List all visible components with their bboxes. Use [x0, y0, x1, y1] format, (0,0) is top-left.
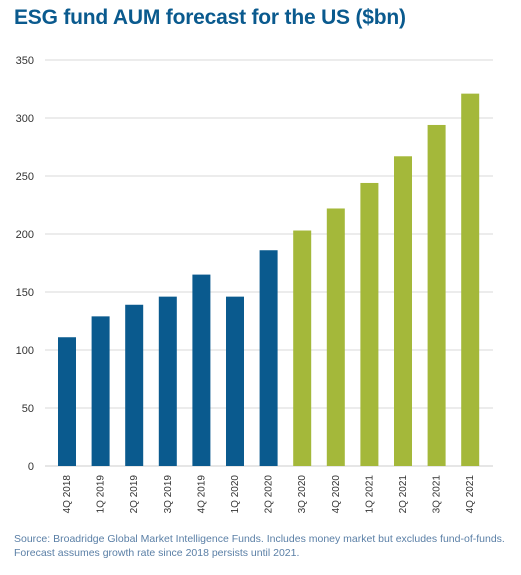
bar-1q-2019 [91, 316, 110, 466]
source-line-1: Source: Broadridge Global Market Intelli… [14, 533, 505, 545]
bar-2q-2020 [259, 250, 278, 466]
x-tick-label: 2Q 2019 [129, 475, 140, 514]
x-tick-label: 4Q 2020 [331, 475, 342, 514]
x-tick-label: 1Q 2019 [96, 475, 107, 514]
bar-1q-2021 [360, 182, 379, 466]
bar-3q-2019 [158, 296, 177, 466]
bar-1q-2020 [226, 296, 244, 466]
x-tick-label: 3Q 2021 [432, 475, 443, 514]
bar-2q-2021 [394, 156, 412, 466]
y-tick-label: 200 [16, 229, 34, 241]
bar-3q-2021 [427, 124, 446, 467]
bar-chart: 0 50 100 150 200 250 300 350 4Q 2018 1Q 2019 2Q 2… [16, 55, 493, 514]
x-axis-ticks: 4Q 2018 1Q 2019 2Q 2019 3Q 2019 4Q 2019 1Q 20… [62, 475, 476, 514]
y-tick-label: 0 [28, 461, 34, 473]
bar-4q-2019 [192, 274, 211, 466]
y-tick-label: 350 [16, 55, 34, 67]
bar-4q-2020 [326, 208, 345, 467]
source-note: Source: Broadridge Global Market Intelli… [14, 532, 514, 560]
bar-3q-2020 [293, 230, 312, 466]
y-tick-label: 300 [16, 113, 34, 125]
x-tick-label: 3Q 2020 [297, 475, 308, 514]
y-tick-label: 250 [16, 171, 34, 183]
chart-title: ESG fund AUM forecast for the US ($bn) [14, 6, 406, 29]
x-tick-label: 1Q 2020 [230, 475, 241, 514]
y-axis-ticks: 0 50 100 150 200 250 300 350 [16, 55, 34, 473]
x-tick-label: 2Q 2020 [264, 475, 275, 514]
y-tick-label: 150 [16, 287, 34, 299]
y-tick-label: 100 [16, 345, 34, 357]
y-tick-label: 50 [22, 403, 34, 415]
source-line-2: Forecast assumes growth rate since 2018 … [14, 547, 300, 559]
x-tick-label: 4Q 2019 [196, 475, 207, 514]
x-tick-label: 2Q 2021 [398, 475, 409, 514]
bar-4q-2018 [58, 337, 76, 466]
x-tick-label: 1Q 2021 [364, 475, 375, 514]
x-tick-label: 4Q 2021 [465, 475, 476, 514]
bars [58, 93, 480, 467]
bar-4q-2021 [461, 93, 480, 466]
bar-2q-2019 [125, 304, 144, 466]
x-tick-label: 4Q 2018 [62, 475, 73, 514]
x-tick-label: 3Q 2019 [163, 475, 174, 514]
